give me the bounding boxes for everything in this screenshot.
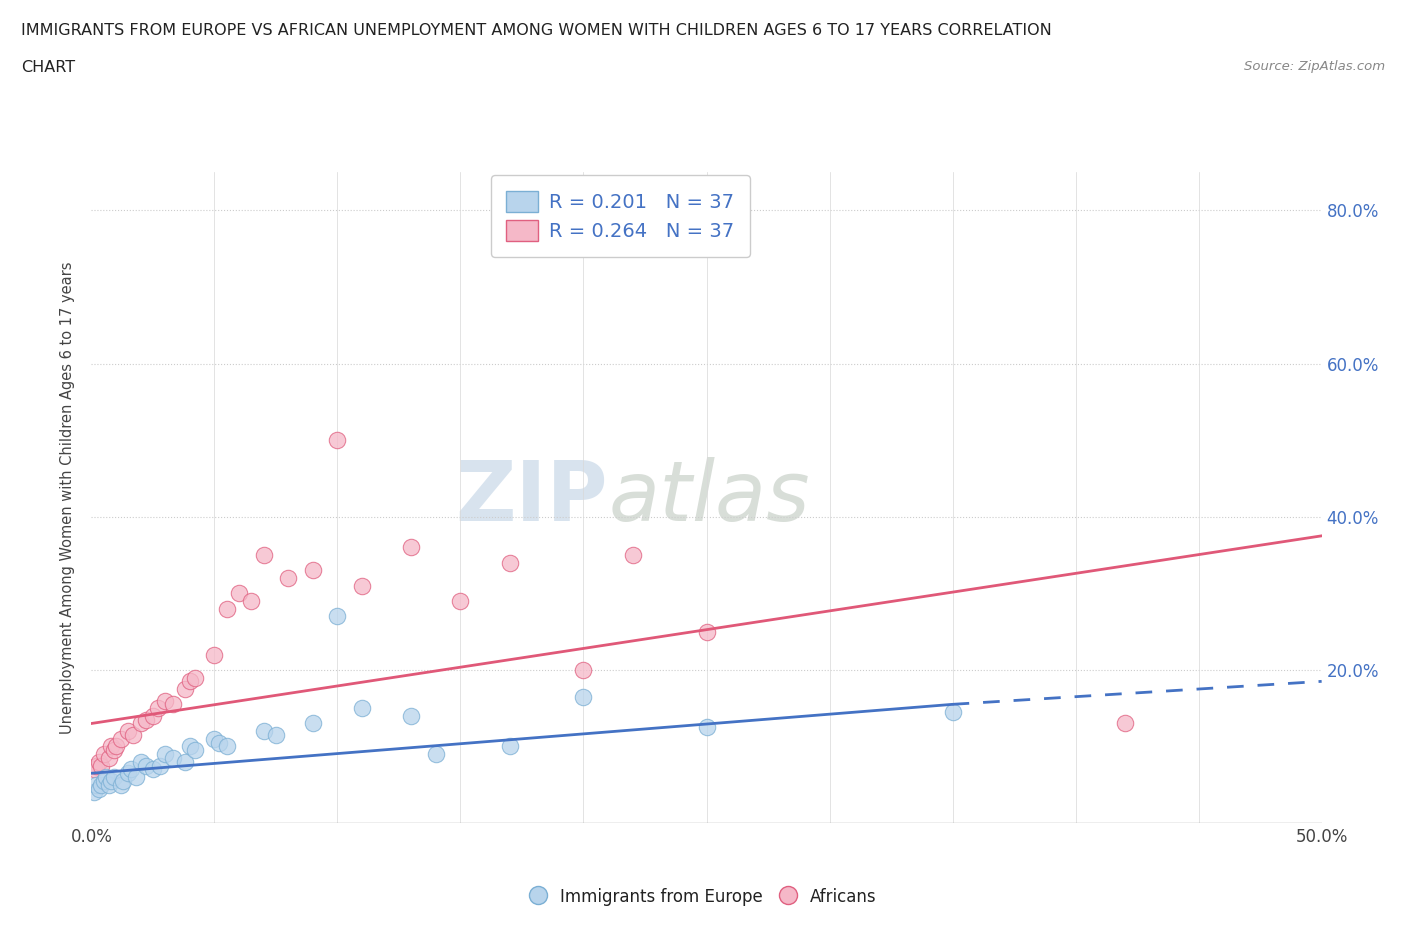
Text: Source: ZipAtlas.com: Source: ZipAtlas.com — [1244, 60, 1385, 73]
Point — [149, 758, 172, 773]
Point — [572, 662, 595, 677]
Point — [941, 705, 963, 720]
Point — [352, 700, 374, 715]
Point — [183, 671, 207, 685]
Point — [124, 770, 146, 785]
Point — [399, 709, 422, 724]
Point — [215, 601, 238, 616]
Point — [301, 563, 323, 578]
Point — [572, 689, 595, 704]
Point — [103, 770, 125, 785]
Point — [103, 743, 125, 758]
Point — [179, 674, 201, 689]
Point — [277, 570, 299, 585]
Point — [87, 781, 110, 796]
Text: IMMIGRANTS FROM EUROPE VS AFRICAN UNEMPLOYMENT AMONG WOMEN WITH CHILDREN AGES 6 : IMMIGRANTS FROM EUROPE VS AFRICAN UNEMPL… — [21, 23, 1052, 38]
Point — [117, 765, 139, 780]
Point — [174, 682, 197, 697]
Point — [83, 785, 105, 800]
Point — [1114, 716, 1136, 731]
Point — [326, 432, 349, 447]
Point — [122, 727, 145, 742]
Point — [228, 586, 250, 601]
Text: ZIP: ZIP — [456, 457, 607, 538]
Point — [179, 739, 201, 754]
Point — [425, 747, 447, 762]
Point — [208, 736, 231, 751]
Point — [240, 593, 263, 608]
Point — [695, 720, 717, 735]
Point — [90, 758, 112, 773]
Point — [129, 754, 152, 769]
Point — [90, 777, 112, 792]
Point — [146, 700, 169, 715]
Point — [96, 770, 117, 785]
Point — [498, 739, 520, 754]
Y-axis label: Unemployment Among Women with Children Ages 6 to 17 years: Unemployment Among Women with Children A… — [60, 261, 76, 734]
Point — [174, 754, 197, 769]
Legend: Immigrants from Europe, Africans: Immigrants from Europe, Africans — [523, 881, 883, 912]
Point — [142, 709, 165, 724]
Point — [301, 716, 323, 731]
Point — [112, 774, 135, 789]
Point — [215, 739, 238, 754]
Point — [117, 724, 139, 738]
Point — [87, 754, 110, 769]
Point — [100, 739, 122, 754]
Point — [183, 743, 207, 758]
Point — [86, 758, 108, 773]
Point — [399, 540, 422, 555]
Point — [253, 548, 276, 563]
Point — [120, 762, 142, 777]
Point — [153, 693, 177, 708]
Point — [83, 762, 105, 777]
Point — [449, 593, 471, 608]
Point — [202, 731, 225, 746]
Point — [621, 548, 644, 563]
Point — [695, 624, 717, 639]
Point — [352, 578, 374, 593]
Point — [93, 747, 115, 762]
Point — [202, 647, 225, 662]
Point — [97, 751, 120, 765]
Point — [162, 751, 184, 765]
Point — [110, 731, 132, 746]
Text: CHART: CHART — [21, 60, 75, 75]
Point — [135, 758, 156, 773]
Point — [86, 777, 108, 792]
Point — [110, 777, 132, 792]
Point — [253, 724, 276, 738]
Point — [153, 747, 177, 762]
Point — [326, 609, 349, 624]
Text: atlas: atlas — [607, 457, 810, 538]
Point — [135, 712, 156, 727]
Point — [142, 762, 165, 777]
Legend: R = 0.201   N = 37, R = 0.264   N = 37: R = 0.201 N = 37, R = 0.264 N = 37 — [491, 175, 749, 257]
Point — [162, 697, 184, 711]
Point — [93, 774, 115, 789]
Point — [97, 777, 120, 792]
Point — [129, 716, 152, 731]
Point — [498, 555, 520, 570]
Point — [100, 774, 122, 789]
Point — [264, 727, 287, 742]
Point — [105, 739, 127, 754]
